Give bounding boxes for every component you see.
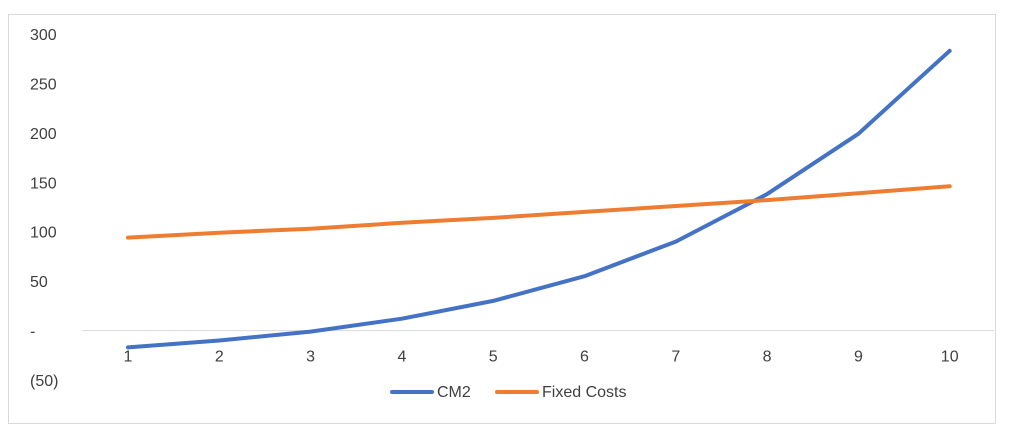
x-tick-label: 10	[941, 349, 959, 366]
legend: CM2 Fixed Costs	[390, 384, 626, 401]
y-axis-ticks: 300 250 200 150 100 50 - (50)	[30, 27, 58, 390]
y-tick-label: (50)	[30, 373, 58, 390]
y-tick-label: 50	[30, 274, 48, 291]
y-tick-label: 300	[30, 27, 57, 44]
legend-label-fixed-costs: Fixed Costs	[542, 384, 626, 401]
x-tick-label: 1	[124, 349, 133, 366]
x-tick-label: 2	[215, 349, 224, 366]
legend-label-cm2: CM2	[437, 384, 471, 401]
y-tick-label: 200	[30, 126, 57, 143]
series-lines	[126, 48, 952, 350]
x-tick-label: 7	[671, 349, 680, 366]
series-line-cm2	[126, 48, 952, 350]
legend-item-fixed-costs: Fixed Costs	[495, 384, 626, 401]
y-tick-label: 250	[30, 76, 57, 93]
x-tick-label: 6	[580, 349, 589, 366]
series-line-fixed-costs	[126, 184, 952, 240]
legend-item-cm2: CM2	[390, 384, 471, 401]
x-axis-ticks: 1 2 3 4 5 6 7 8 9 10	[124, 349, 959, 366]
y-tick-label: -	[30, 324, 35, 341]
y-tick-label: 150	[30, 175, 57, 192]
x-tick-label: 9	[854, 349, 863, 366]
x-tick-label: 5	[489, 349, 498, 366]
y-tick-label: 100	[30, 225, 57, 242]
x-tick-label: 3	[306, 349, 315, 366]
x-tick-label: 8	[763, 349, 772, 366]
x-tick-label: 4	[397, 349, 406, 366]
